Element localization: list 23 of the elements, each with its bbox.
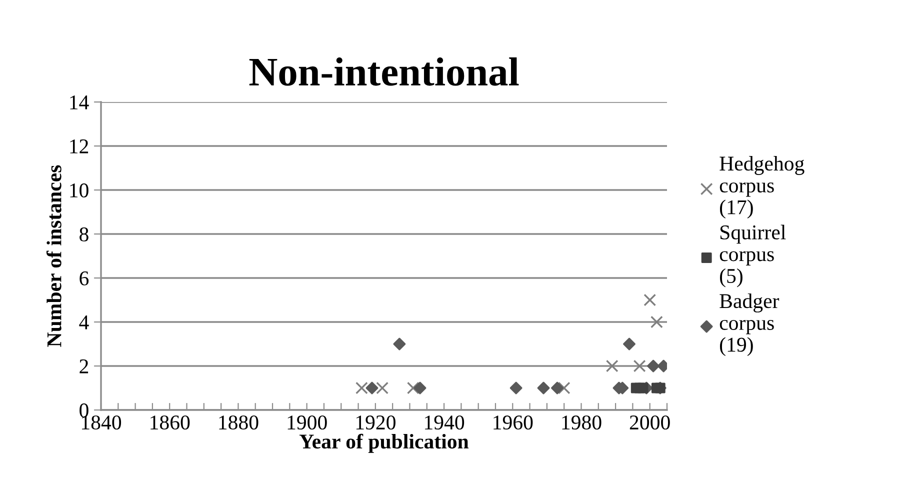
legend-label: Squirrel corpus (5): [720, 224, 786, 288]
x-tick-label: 1940: [425, 415, 464, 430]
y-tick-label: 10: [70, 183, 88, 198]
x-tick-label: 1980: [562, 415, 602, 430]
x-tick-label: 1960: [494, 415, 533, 430]
legend-label: Badger corpus (19): [720, 293, 780, 356]
x-tick-label: 1840: [82, 415, 122, 430]
x-tick-label: 1920: [356, 415, 396, 430]
y-axis-title: Number of instances: [46, 165, 62, 347]
x-tick-label: 1860: [150, 415, 190, 430]
y-tick-label: 6: [80, 271, 89, 286]
y-tick-label: 4: [79, 316, 89, 330]
x-tick-label: 2000: [630, 415, 670, 430]
x-axis-title: Year of publication: [299, 434, 469, 453]
x-tick-label: 1880: [219, 415, 258, 430]
y-tick-label: 0: [80, 403, 88, 418]
chart-title: Non-intentional: [249, 57, 519, 86]
y-tick-label: 2: [80, 359, 88, 374]
y-tick-label: 8: [80, 227, 88, 242]
legend-label: Hedgehog corpus (17): [720, 156, 804, 219]
x-tick-label: 1900: [288, 415, 327, 430]
y-tick-label: 14: [70, 95, 89, 110]
y-tick-label: 12: [70, 139, 88, 154]
